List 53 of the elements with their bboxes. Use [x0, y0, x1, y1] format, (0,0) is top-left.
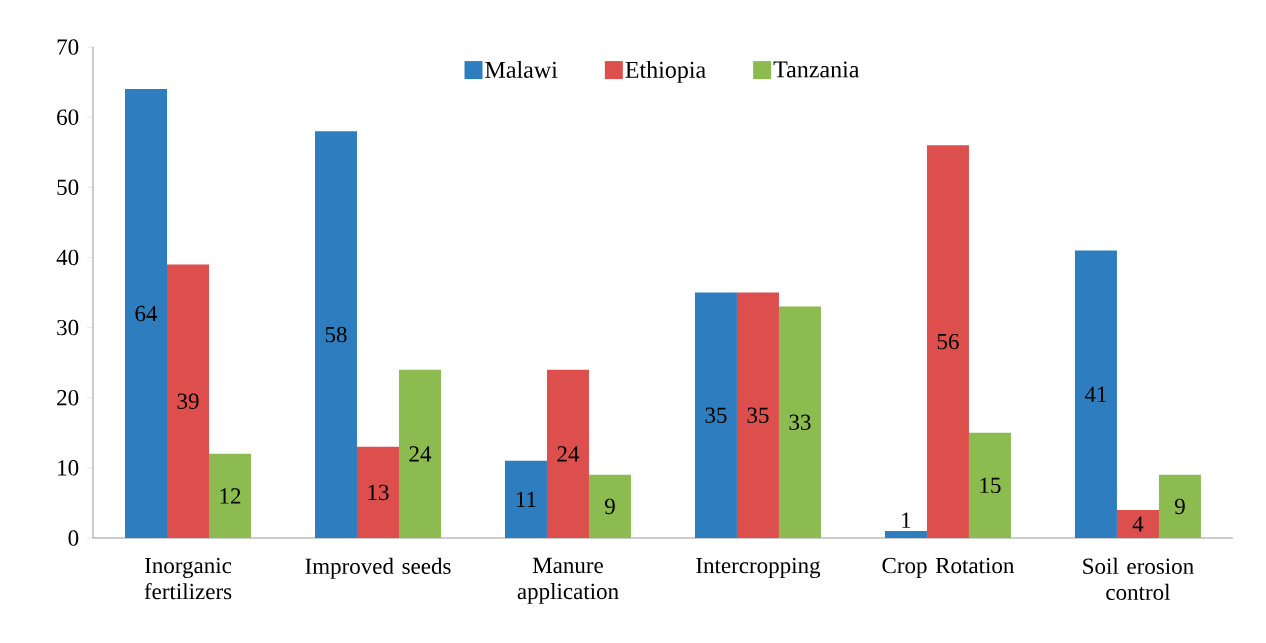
- data-label: 41: [1084, 386, 1107, 402]
- y-tick-label: 10: [58, 460, 79, 476]
- data-label: 24: [557, 446, 580, 462]
- y-tick-label: 50: [57, 179, 79, 196]
- data-label: 64: [135, 305, 158, 322]
- legend-label: Ethiopia: [625, 61, 706, 83]
- data-label: 56: [937, 333, 959, 350]
- data-label: 33: [789, 414, 811, 430]
- bar: [398, 369, 441, 538]
- bar: [504, 460, 547, 538]
- bar: [1116, 509, 1159, 538]
- bar: [546, 369, 589, 538]
- bar: [1074, 250, 1117, 538]
- bar: [588, 474, 631, 538]
- bar: [1158, 474, 1201, 538]
- bar: [167, 264, 209, 538]
- x-tick-label: Inorganic fertilizers: [144, 557, 232, 600]
- y-tick-label: 20: [57, 389, 79, 406]
- bar: [736, 292, 779, 538]
- bar: [968, 432, 1011, 538]
- data-label: 35: [747, 407, 769, 423]
- legend-label: Malawi: [485, 61, 558, 78]
- data-label: 4: [1132, 516, 1144, 532]
- data-label: 24: [409, 446, 432, 462]
- data-label: 39: [177, 393, 199, 409]
- y-tick-label: 70: [57, 39, 79, 55]
- x-tick-label: Manure application: [517, 557, 619, 604]
- y-tick-label: 0: [68, 530, 79, 546]
- data-label: 1: [902, 512, 911, 528]
- data-label: 12: [220, 488, 241, 504]
- x-tick-label: Intercropping: [696, 557, 821, 579]
- y-tick-label: 40: [56, 249, 79, 266]
- bar: [926, 145, 969, 538]
- data-label: 9: [1174, 498, 1185, 515]
- bar: [778, 306, 821, 538]
- data-label: 13: [368, 484, 389, 501]
- bar: [125, 89, 167, 538]
- data-label: 35: [705, 407, 727, 423]
- y-tick-label: 30: [57, 319, 79, 336]
- x-tick-label: Crop Rotation: [882, 557, 1015, 578]
- data-label: 11: [516, 491, 536, 508]
- x-tick-label: Soil erosion control: [1083, 557, 1194, 601]
- bar: [694, 292, 737, 538]
- bar: [209, 453, 251, 538]
- data-label: 9: [604, 498, 615, 515]
- legend-label: Tanzania: [773, 61, 860, 78]
- bar: [884, 530, 927, 538]
- data-label: 58: [325, 326, 347, 343]
- bar: [314, 131, 357, 538]
- data-label: 15: [980, 477, 1001, 494]
- x-tick-label: Improved seeds: [305, 557, 451, 579]
- y-tick-label: 60: [57, 109, 79, 125]
- bar: [356, 446, 399, 538]
